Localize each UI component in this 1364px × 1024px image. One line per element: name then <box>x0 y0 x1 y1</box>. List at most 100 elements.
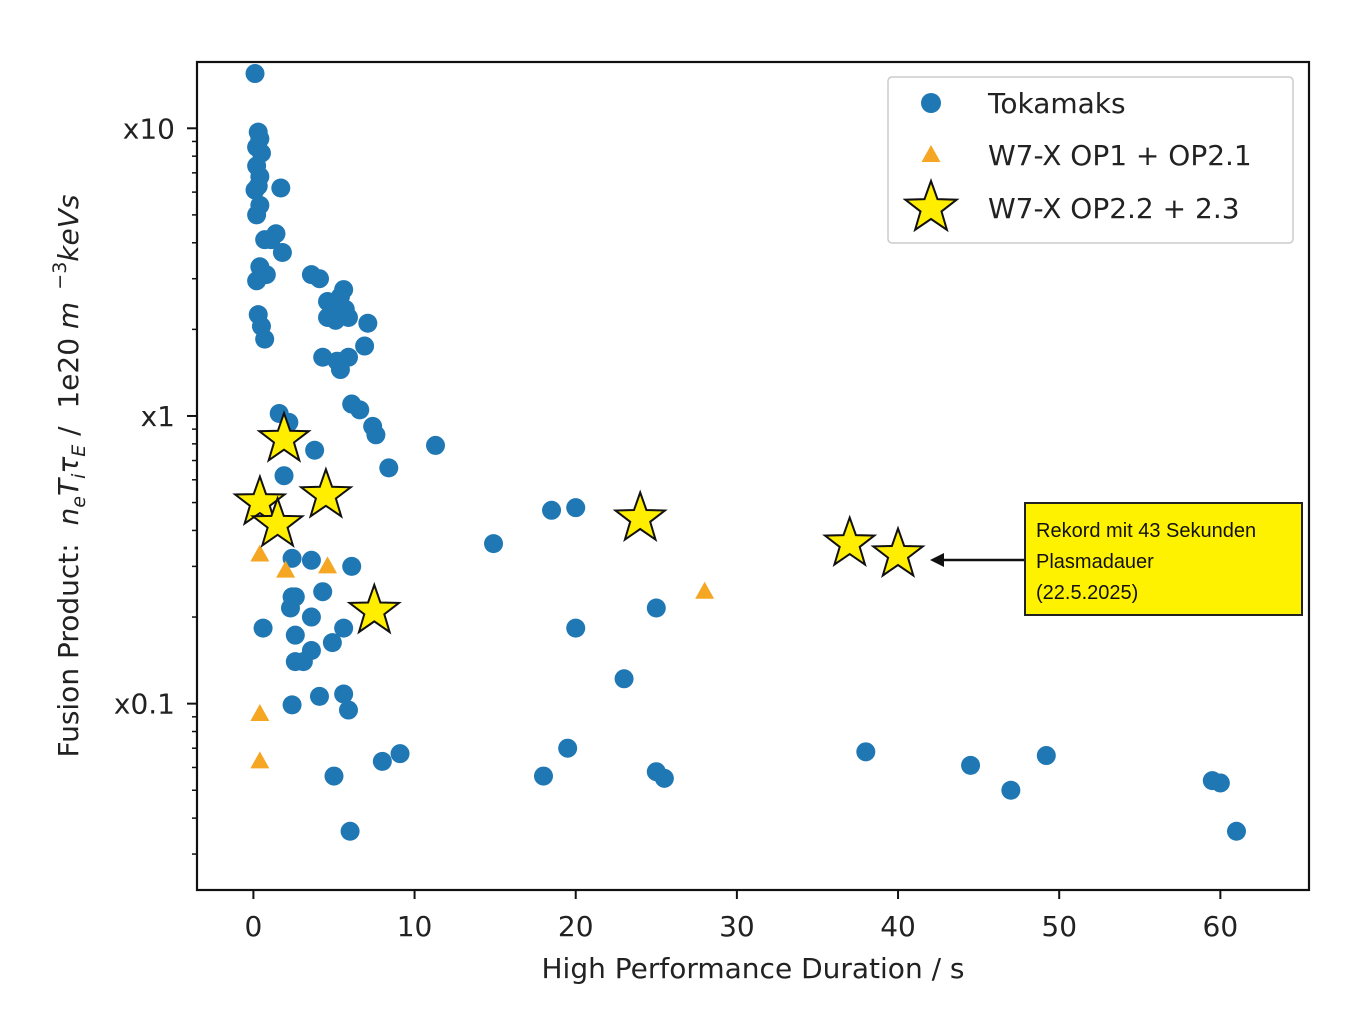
legend: Tokamaks W7-X OP1 + OP2.1 W7-X OP2.2 + 2.3 <box>887 76 1294 244</box>
y-tick-label: x1 <box>141 400 175 433</box>
circle-point <box>338 700 358 720</box>
circle-point <box>379 458 399 478</box>
legend-label: Tokamaks <box>987 87 1126 120</box>
circle-point <box>355 336 375 356</box>
y-axis-label-prefix: Fusion Product: <box>52 525 85 757</box>
circle-point <box>282 695 302 715</box>
star-point <box>870 525 926 578</box>
x-axis-label: High Performance Duration / s <box>541 952 964 985</box>
x-tick-label: 20 <box>558 910 594 943</box>
legend-label: W7-X OP2.2 + 2.3 <box>988 192 1240 225</box>
x-tick-label: 60 <box>1203 910 1239 943</box>
series-circle <box>245 64 1246 841</box>
triangle-point <box>276 560 296 578</box>
circle-point <box>856 742 876 762</box>
circle-point <box>340 821 360 841</box>
x-tick-label: 0 <box>244 910 262 943</box>
triangle-point <box>250 751 270 769</box>
circle-point <box>309 686 329 706</box>
y-axis: x10 x1 x0.1 <box>114 112 197 855</box>
circle-point <box>322 633 342 653</box>
triangle-point <box>318 556 338 574</box>
circle-point <box>309 269 329 289</box>
annotation-line-1: Rekord mit 43 Sekunden <box>1036 520 1257 542</box>
star-point <box>250 495 306 548</box>
circle-point <box>301 607 321 627</box>
circle-point <box>1036 746 1056 766</box>
legend-marker-triangle <box>921 145 941 162</box>
circle-point <box>247 205 267 225</box>
circle-point <box>533 766 553 786</box>
legend-frame <box>887 76 1294 244</box>
star-point <box>298 466 354 519</box>
circle-point <box>358 313 378 333</box>
x-axis: 0 10 20 30 40 50 60 <box>244 890 1238 943</box>
circle-point <box>334 618 354 638</box>
circle-point <box>1226 821 1246 841</box>
x-tick-label: 10 <box>397 910 433 943</box>
circle-point <box>542 500 562 520</box>
triangle-point <box>695 581 715 599</box>
y-tick-label: x0.1 <box>114 688 175 721</box>
star-point <box>232 473 288 527</box>
circle-point <box>558 738 578 758</box>
circle-point <box>313 582 333 602</box>
plot-frame <box>195 60 1311 892</box>
x-tick-label: 50 <box>1041 910 1077 943</box>
circle-point <box>305 440 325 460</box>
circle-point <box>285 625 305 645</box>
circle-point <box>390 744 410 764</box>
y-axis-label: Fusion Product: neTiτE / 1e20 m −3keVs <box>49 194 90 757</box>
y-tick-label: x10 <box>123 112 175 145</box>
triangle-point <box>250 704 270 722</box>
circle-point <box>342 556 362 576</box>
legend-label: W7-X OP1 + OP2.1 <box>988 139 1252 172</box>
circle-point <box>372 751 392 771</box>
circle-point <box>646 598 666 618</box>
circle-point <box>280 598 300 618</box>
legend-marker-circle <box>921 93 941 113</box>
data-layer <box>232 64 1246 841</box>
circle-point <box>350 400 370 420</box>
annotation-line-3: (22.5.2025) <box>1036 582 1139 604</box>
x-tick-label: 30 <box>719 910 755 943</box>
circle-point <box>330 360 350 380</box>
triangle-point <box>250 544 270 562</box>
circle-point <box>334 684 354 704</box>
circle-point <box>285 652 305 672</box>
series-star <box>232 410 926 635</box>
circle-point <box>1001 780 1021 800</box>
annotation-line-2: Plasmadauer <box>1036 551 1154 573</box>
star-point <box>256 410 312 463</box>
circle-point <box>324 766 344 786</box>
circle-point <box>313 347 333 367</box>
circle-point <box>566 498 586 518</box>
annotation-box: Rekord mit 43 Sekunden Plasmadauer (22.5… <box>1024 502 1303 616</box>
circle-point <box>247 271 267 291</box>
circle-point <box>245 180 265 200</box>
star-point <box>822 514 878 568</box>
circle-point <box>272 243 292 263</box>
star-point <box>612 489 668 543</box>
circle-point <box>282 548 302 568</box>
circle-point <box>271 178 291 198</box>
circle-point <box>301 550 321 570</box>
legend-marker-star <box>902 178 960 233</box>
star-point <box>346 581 402 635</box>
circle-point <box>961 755 981 775</box>
circle-point <box>274 466 294 486</box>
circle-point <box>253 618 273 638</box>
circle-point <box>484 534 504 554</box>
annotation-arrow <box>930 553 1024 567</box>
circle-point <box>654 768 674 788</box>
circle-point <box>1210 773 1230 793</box>
circle-point <box>614 669 634 689</box>
circle-point <box>255 329 275 349</box>
circle-point <box>366 425 386 445</box>
circle-point <box>261 230 281 250</box>
x-tick-label: 40 <box>880 910 916 943</box>
circle-point <box>566 618 586 638</box>
circle-point <box>326 310 346 330</box>
circle-point <box>426 435 446 455</box>
